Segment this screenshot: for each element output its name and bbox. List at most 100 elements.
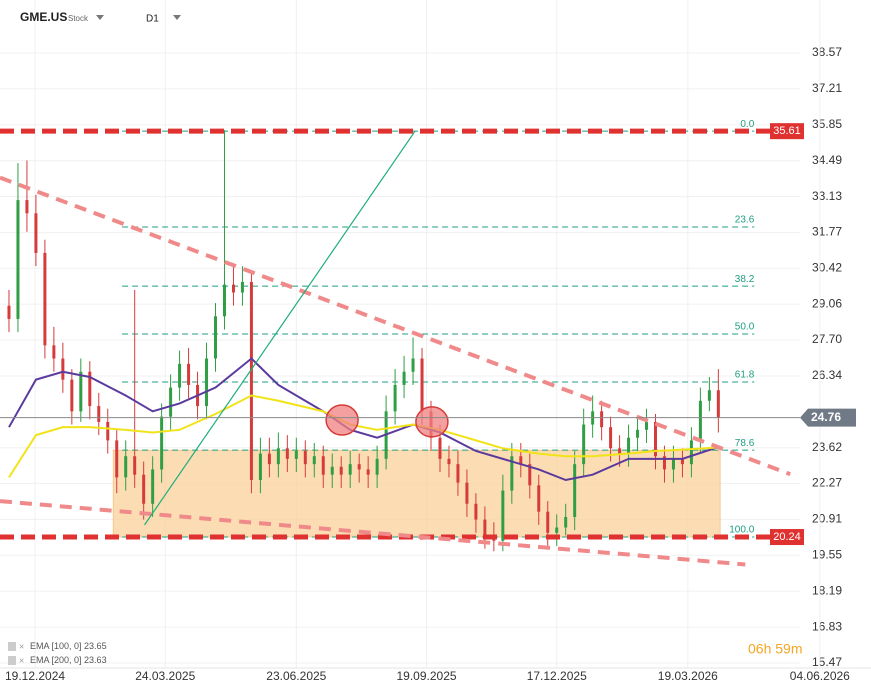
candle-body <box>573 464 577 517</box>
y-tick-label: 27.70 <box>812 332 842 346</box>
candle-body <box>420 358 424 412</box>
y-tick-label: 18.19 <box>812 583 842 597</box>
legend-name: EMA [100, 0] <box>30 641 82 651</box>
fib-label: 38.2 <box>735 274 755 285</box>
legend-icon <box>8 642 16 651</box>
candle-body <box>519 456 523 465</box>
candle-body <box>160 416 164 470</box>
y-tick-label: 29.06 <box>812 296 842 310</box>
candle-body <box>70 379 74 412</box>
candle-body <box>600 411 604 428</box>
y-tick-label: 26.34 <box>812 368 842 382</box>
legend-close: × <box>19 641 24 651</box>
candle-body <box>178 363 182 388</box>
candle-body <box>627 437 631 454</box>
legend-icon <box>8 656 16 665</box>
candle-body <box>411 358 415 372</box>
candle-body <box>303 450 307 465</box>
y-tick-label: 38.57 <box>812 45 842 59</box>
candle-body <box>653 421 657 457</box>
x-tick-label: 04.06.2026 <box>790 669 850 683</box>
ema-line <box>8 357 719 482</box>
y-tick-label: 20.91 <box>812 512 842 526</box>
candle-body <box>609 427 613 449</box>
candle-body <box>187 363 191 385</box>
candle-body <box>582 424 586 465</box>
level-label: 35.61 <box>773 125 801 137</box>
candle-body <box>88 371 92 407</box>
timeframe[interactable]: D1 <box>146 14 159 25</box>
price-label-box <box>800 408 856 427</box>
candle-body <box>707 390 711 401</box>
candle-body <box>366 469 370 475</box>
legend-close: × <box>19 655 24 665</box>
candle-body <box>43 252 47 346</box>
candle-body <box>276 448 280 465</box>
x-tick-label: 24.03.2025 <box>135 669 195 683</box>
trendline <box>0 499 746 567</box>
zone <box>112 449 721 538</box>
y-tick-label: 23.62 <box>812 440 842 454</box>
timeframe-dropdown[interactable] <box>173 15 181 20</box>
candle-body <box>151 469 155 504</box>
candle-body <box>34 213 38 253</box>
countdown: 06h 59m <box>748 641 802 657</box>
symbol-dropdown[interactable] <box>96 15 104 20</box>
candle-body <box>537 485 541 512</box>
fib-label: 23.6 <box>735 215 755 226</box>
candle-body <box>474 503 478 520</box>
candle-body <box>645 421 649 430</box>
y-tick-label: 37.21 <box>812 81 842 95</box>
candle-body <box>456 464 460 483</box>
x-tick-label: 17.12.2025 <box>527 669 587 683</box>
trendline <box>0 175 791 477</box>
y-tick-label: 19.55 <box>812 547 842 561</box>
candle-body <box>7 305 11 319</box>
candle-body <box>115 440 119 478</box>
candle-body <box>698 400 702 441</box>
candle-body <box>16 200 20 319</box>
candle-body <box>106 421 110 441</box>
fib-label: 50.0 <box>735 322 755 333</box>
candle-body <box>671 458 675 470</box>
legend-name: EMA [200, 0] <box>30 655 82 665</box>
level-label: 20.24 <box>773 531 801 543</box>
candle-body <box>205 358 209 407</box>
candle-body <box>555 527 559 533</box>
highlight-circle <box>415 406 449 438</box>
x-tick-label: 19.12.2024 <box>5 669 65 683</box>
candle-body <box>402 371 406 385</box>
instrument-type: Stock <box>68 14 89 23</box>
candle-body <box>339 466 343 475</box>
candle-body <box>483 519 487 536</box>
candle-body <box>564 516 568 528</box>
candle-body <box>528 464 532 486</box>
candle-body <box>357 464 361 470</box>
y-tick-label: 33.13 <box>812 189 842 203</box>
level-label-box <box>770 529 804 546</box>
candle-body <box>330 466 334 475</box>
candle-body <box>133 456 137 475</box>
highlight-circle <box>325 404 359 436</box>
x-tick-label: 23.06.2025 <box>266 669 326 683</box>
fib-label: 78.6 <box>735 438 755 449</box>
candle-body <box>25 200 29 214</box>
candle-body <box>501 490 505 541</box>
candle-body <box>375 458 379 475</box>
candle-body <box>546 511 550 533</box>
y-tick-label: 22.27 <box>812 476 842 490</box>
x-tick-label: 19.09.2025 <box>396 669 456 683</box>
candle-body <box>716 390 720 418</box>
symbol[interactable]: GME.US <box>20 10 67 24</box>
candle-body <box>240 281 244 293</box>
candle-body <box>618 448 622 454</box>
candle-body <box>124 456 128 478</box>
legend-value: 23.63 <box>84 655 107 665</box>
candle-body <box>222 284 226 317</box>
y-tick-label: 15.47 <box>812 655 842 669</box>
y-tick-label: 31.77 <box>812 225 842 239</box>
legend-entry: EMA [100, 0] 23.65 <box>30 641 107 651</box>
